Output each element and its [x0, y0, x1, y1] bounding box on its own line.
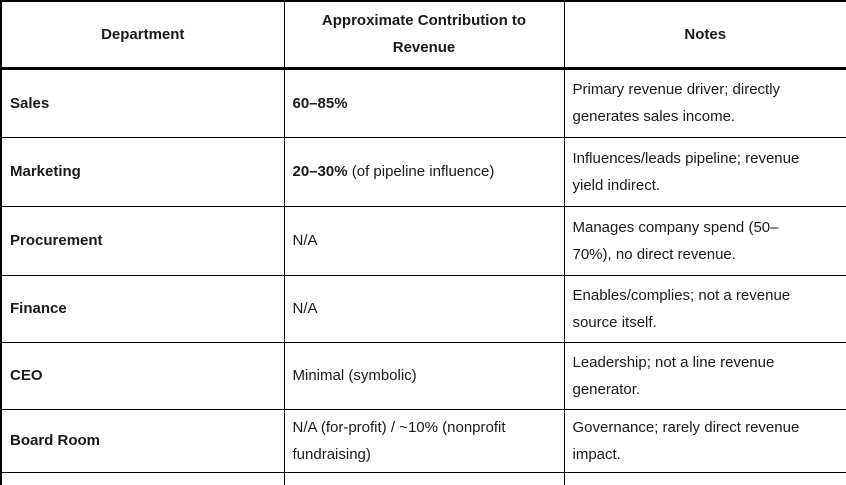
header-row: Department Approximate Contribution to R… [0, 0, 846, 70]
table-header: Department Approximate Contribution to R… [0, 0, 846, 70]
department-cell [0, 471, 285, 485]
department-cell: Procurement [0, 205, 285, 276]
notes-cell: Leadership; not a line revenue generator… [563, 341, 846, 410]
contribution-detail: (of pipeline influence) [347, 163, 495, 180]
contribution-value: 60–85% [292, 94, 348, 112]
department-cell: CEO [0, 341, 285, 410]
notes-cell: Influences/leads pipeline; revenue yield… [563, 136, 846, 207]
notes-text: Primary revenue driver; directly generat… [572, 81, 781, 125]
table-row-finance: Finance N/A Enables/complies; not a reve… [0, 274, 846, 343]
notes-text: Manages company spend (50–70%), no direc… [572, 218, 779, 263]
table-row-cutoff [0, 471, 846, 485]
table-row-sales: Sales 60–85% Primary revenue driver; dir… [0, 67, 846, 138]
notes-text: Influences/leads pipeline; revenue yield… [572, 149, 800, 194]
table-body: Sales 60–85% Primary revenue driver; dir… [0, 67, 846, 485]
contribution-detail: N/A [292, 232, 318, 249]
department-cell: Finance [0, 274, 285, 343]
contribution-cell: 20–30% (of pipeline influence) [283, 136, 565, 207]
contribution-detail: Minimal (symbolic) [292, 367, 417, 384]
department-cell: Sales [0, 67, 285, 138]
notes-cell: Governance; rarely direct revenue impact… [563, 408, 846, 473]
notes-cell [563, 471, 846, 485]
notes-cell: Enables/complies; not a revenue source i… [563, 274, 846, 343]
table-row-ceo: CEO Minimal (symbolic) Leadership; not a… [0, 341, 846, 410]
contribution-detail: N/A [292, 300, 318, 317]
header-contribution: Approximate Contribution to Revenue [283, 0, 565, 70]
header-notes: Notes [563, 0, 846, 70]
contribution-cell: N/A [283, 205, 565, 276]
table-row-marketing: Marketing 20–30% (of pipeline influence)… [0, 136, 846, 207]
header-contribution-label: Approximate Contribution to Revenue [321, 12, 527, 57]
notes-text: Leadership; not a line revenue generator… [572, 353, 775, 398]
notes-cell: Manages company spend (50–70%), no direc… [563, 205, 846, 276]
contribution-cell: Minimal (symbolic) [283, 341, 565, 410]
table-row-procurement: Procurement N/A Manages company spend (5… [0, 205, 846, 276]
contribution-value: 20–30% [292, 163, 348, 180]
notes-cell: Primary revenue driver; directly generat… [563, 67, 846, 138]
contribution-cell [283, 471, 565, 485]
table-row-board-room: Board Room N/A (for-profit) / ~10% (nonp… [0, 408, 846, 473]
contribution-cell: N/A [283, 274, 565, 343]
notes-text: Governance; rarely direct revenue impact… [572, 418, 800, 463]
contribution-detail: N/A (for-profit) / ~10% (nonprofit fundr… [292, 418, 506, 463]
header-department-label: Department [101, 25, 185, 43]
header-department: Department [0, 0, 285, 70]
notes-text: Enables/complies; not a revenue source i… [572, 286, 791, 331]
header-notes-label: Notes [684, 25, 727, 43]
contribution-cell: N/A (for-profit) / ~10% (nonprofit fundr… [283, 408, 565, 473]
department-cell: Marketing [0, 136, 285, 207]
contribution-cell: 60–85% [283, 67, 565, 138]
department-cell: Board Room [0, 408, 285, 473]
